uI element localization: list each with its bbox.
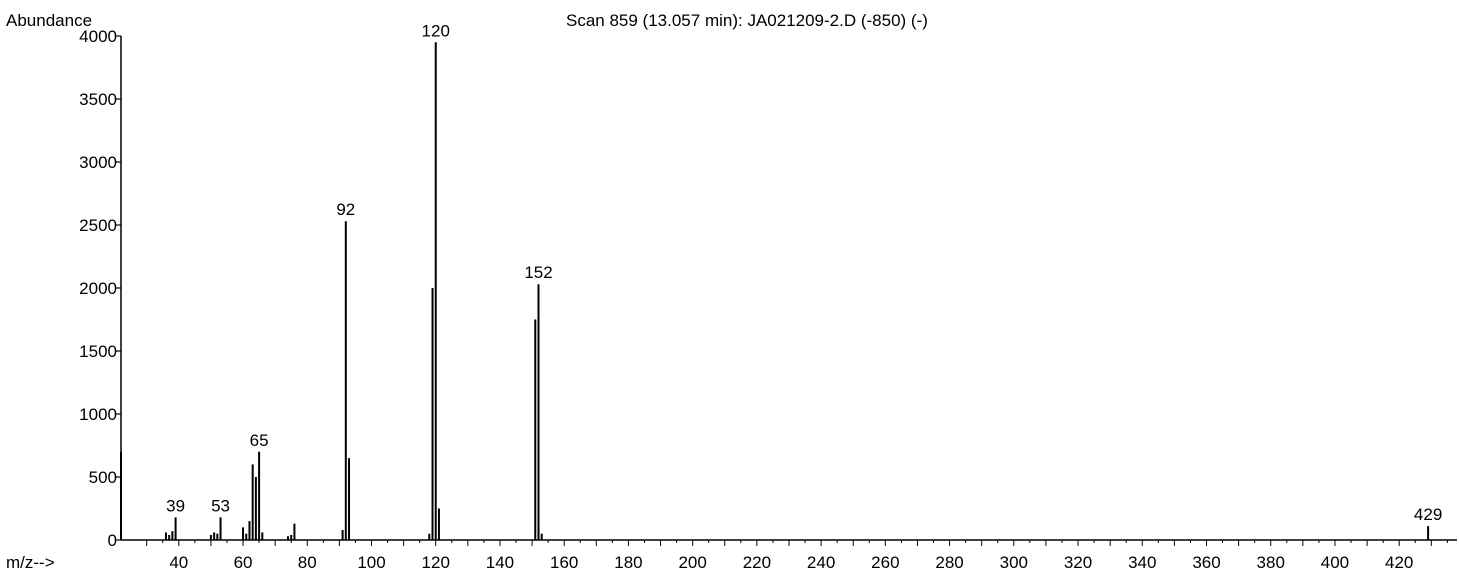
x-tick-label: 420 [1385, 553, 1413, 572]
x-tick-label: 360 [1192, 553, 1220, 572]
y-ticks: 0 500 1000 1500 2000 2500 3000 3500 4000 [79, 27, 121, 550]
x-tick-label: 220 [743, 553, 771, 572]
x-tick-label: 180 [614, 553, 642, 572]
y-tick-label: 500 [89, 468, 117, 487]
x-tick-label: 340 [1128, 553, 1156, 572]
x-tick-label: 140 [486, 553, 514, 572]
peak-label: 429 [1414, 505, 1442, 524]
y-tick-label: 3500 [79, 90, 117, 109]
chart-title: Scan 859 (13.057 min): JA021209-2.D (-85… [566, 11, 928, 30]
x-tick-label: 120 [422, 553, 450, 572]
x-tick-label: 40 [169, 553, 188, 572]
x-tick-label: 260 [871, 553, 899, 572]
y-tick-label: 1500 [79, 342, 117, 361]
peak-label: 53 [211, 496, 230, 515]
x-tick-label: 80 [298, 553, 317, 572]
x-tick-label: 60 [234, 553, 253, 572]
x-tick-label: 160 [550, 553, 578, 572]
x-tick-label: 300 [1000, 553, 1028, 572]
x-tick-label: 100 [357, 553, 385, 572]
x-tick-label: 400 [1321, 553, 1349, 572]
peak-label: 92 [336, 200, 355, 219]
peak-label: 120 [422, 21, 450, 40]
x-tick-label: 200 [678, 553, 706, 572]
y-tick-label: 4000 [79, 27, 117, 46]
y-tick-label: 2000 [79, 279, 117, 298]
x-tick-label: 320 [1064, 553, 1092, 572]
y-tick-label: 2500 [79, 216, 117, 235]
x-ticks: 40 60 80 100 120 140 160 180 200 220 240 260 280 300 3… [146, 540, 1448, 572]
x-tick-label: 380 [1257, 553, 1285, 572]
x-tick-label: 240 [807, 553, 835, 572]
peak-label: 152 [524, 263, 552, 282]
peak-labels: 39 53 65 92 120 152 429 [166, 21, 1442, 524]
peaks [120, 42, 1430, 540]
y-tick-label: 0 [108, 531, 117, 550]
y-axis-label: Abundance [6, 11, 92, 30]
peak-label: 65 [250, 431, 269, 450]
y-tick-label: 3000 [79, 153, 117, 172]
x-axis-label: m/z--> [6, 553, 55, 572]
peak-label: 39 [166, 496, 185, 515]
y-tick-label: 1000 [79, 405, 117, 424]
x-tick-label: 280 [935, 553, 963, 572]
